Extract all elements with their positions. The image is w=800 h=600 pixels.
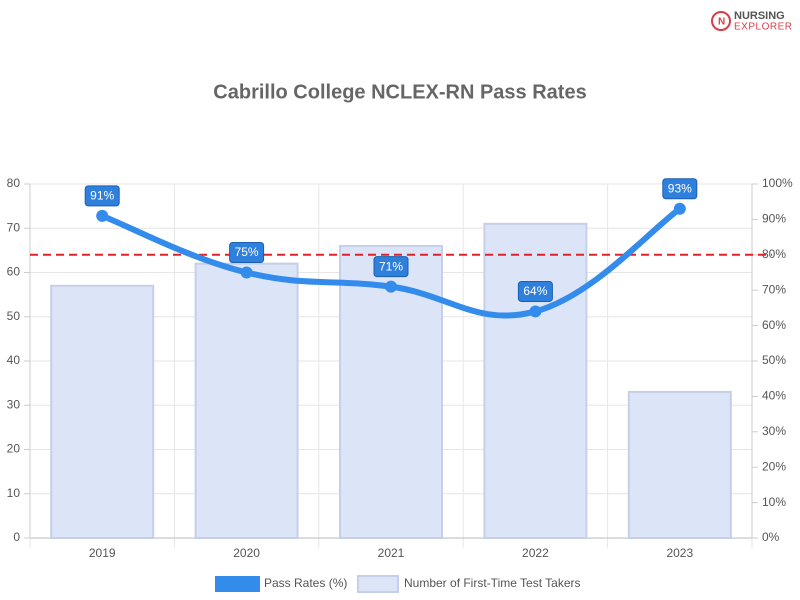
data-label-box bbox=[517, 280, 553, 302]
chart-title: Cabrillo College NCLEX-RN Pass Rates bbox=[213, 81, 586, 103]
y2-tick-label: 70% bbox=[762, 282, 786, 296]
x-tick-label: 2020 bbox=[233, 546, 260, 560]
y-tick-label: 60 bbox=[7, 265, 21, 279]
y2-tick-label: 50% bbox=[762, 353, 786, 367]
bar bbox=[627, 390, 732, 539]
y2-tick-label: 100% bbox=[762, 176, 793, 190]
data-label-text: 93% bbox=[668, 181, 692, 195]
y-tick-label: 0 bbox=[13, 530, 20, 544]
y2-tick-label: 40% bbox=[762, 389, 786, 403]
point bbox=[240, 266, 253, 279]
y-tick-label: 70 bbox=[7, 220, 21, 234]
y2-tick-label: 80% bbox=[762, 247, 786, 261]
y-tick-label: 40 bbox=[7, 353, 21, 367]
legend-label: Number of First-Time Test Takers bbox=[404, 576, 580, 590]
point bbox=[385, 280, 397, 293]
y-tick-label: 10 bbox=[7, 486, 21, 500]
logo-text: NURSING bbox=[734, 10, 785, 22]
bar bbox=[483, 222, 588, 539]
logo: N NURSING EXPLORER bbox=[711, 10, 792, 33]
data-label: 93% bbox=[662, 178, 698, 200]
legend-label: Pass Rates (%) bbox=[264, 576, 347, 590]
logo-text: EXPLORER bbox=[734, 22, 792, 33]
data-label-box bbox=[84, 185, 120, 207]
bar bbox=[50, 284, 155, 539]
x-tick-label: 2021 bbox=[378, 546, 405, 560]
y2-tick-label: 20% bbox=[762, 459, 786, 473]
data-label-text: 91% bbox=[90, 189, 114, 203]
x-tick-label: 2019 bbox=[89, 546, 116, 560]
x-tick-label: 2023 bbox=[666, 546, 693, 560]
bar bbox=[194, 262, 299, 539]
y-tick-label: 30 bbox=[7, 397, 21, 411]
legend-swatch bbox=[215, 576, 260, 592]
data-label-text: 64% bbox=[523, 284, 547, 298]
data-label: 75% bbox=[229, 242, 265, 263]
y-tick-label: 80 bbox=[7, 176, 21, 190]
data-label: 91% bbox=[84, 185, 120, 207]
y2-tick-label: 60% bbox=[762, 318, 786, 332]
logo-icon-letter: N bbox=[718, 17, 725, 28]
y2-tick-label: 10% bbox=[762, 495, 786, 509]
data-label: 71% bbox=[373, 256, 409, 278]
point bbox=[673, 202, 686, 215]
data-label-box bbox=[229, 242, 265, 263]
x-tick-label: 2022 bbox=[522, 546, 549, 560]
data-label: 64% bbox=[517, 280, 553, 302]
data-label-text: 71% bbox=[379, 259, 403, 273]
y2-tick-label: 30% bbox=[762, 424, 786, 438]
point bbox=[529, 305, 542, 318]
y2-tick-label: 0% bbox=[762, 530, 780, 544]
logo-icon bbox=[711, 11, 731, 31]
data-label-text: 75% bbox=[235, 245, 259, 259]
y2-tick-label: 90% bbox=[762, 212, 786, 226]
y-tick-label: 50 bbox=[7, 309, 21, 323]
legend-swatch bbox=[357, 575, 399, 593]
point bbox=[96, 209, 109, 222]
data-label-box bbox=[373, 256, 409, 278]
y-tick-label: 20 bbox=[7, 442, 21, 456]
data-label-box bbox=[662, 178, 698, 200]
